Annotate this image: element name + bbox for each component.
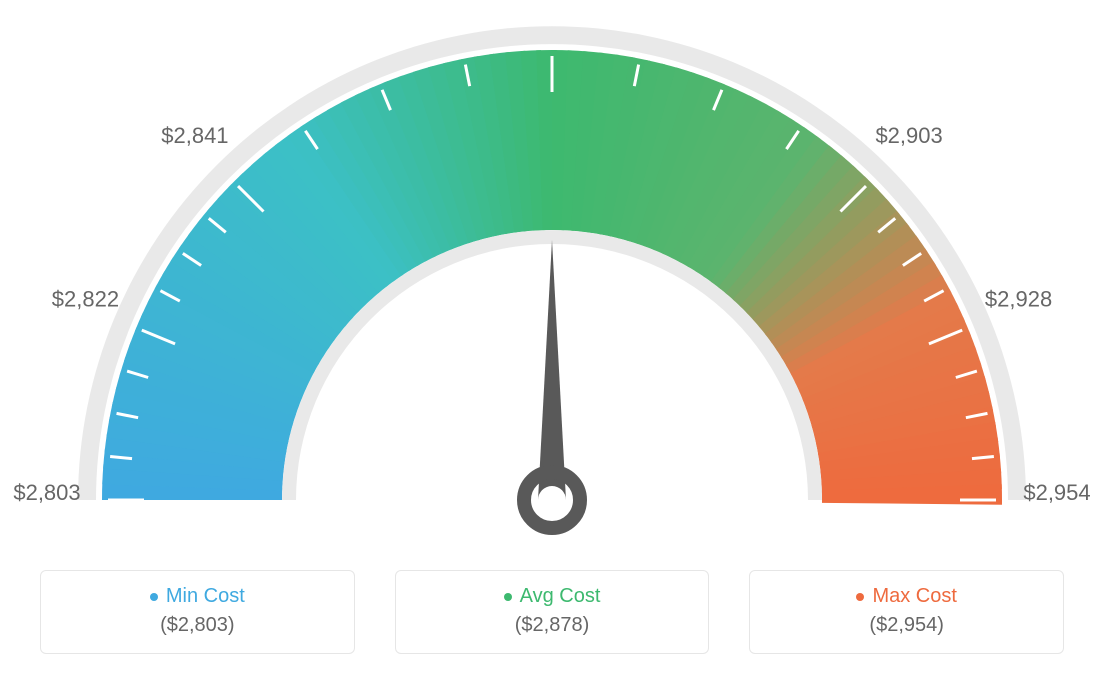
gauge-tick-label: $2,822 bbox=[52, 287, 119, 312]
legend-value: ($2,954) bbox=[760, 614, 1053, 637]
legend-label-text: Avg Cost bbox=[520, 585, 601, 607]
legend-label: Max Cost bbox=[760, 585, 1053, 608]
legend-row: Min Cost ($2,803) Avg Cost ($2,878) Max Cost… bbox=[0, 570, 1104, 654]
legend-card: Min Cost ($2,803) bbox=[40, 570, 355, 654]
legend-value: ($2,878) bbox=[406, 614, 699, 637]
legend-label: Avg Cost bbox=[406, 585, 699, 608]
legend-label-text: Min Cost bbox=[166, 585, 245, 607]
legend-value: ($2,803) bbox=[51, 614, 344, 637]
legend-label-text: Max Cost bbox=[872, 585, 956, 607]
gauge-svg: $2,803$2,822$2,841$2,878$2,903$2,928$2,9… bbox=[0, 0, 1104, 560]
gauge-chart: $2,803$2,822$2,841$2,878$2,903$2,928$2,9… bbox=[0, 0, 1104, 560]
legend-dot bbox=[856, 593, 864, 601]
legend-card: Max Cost ($2,954) bbox=[749, 570, 1064, 654]
gauge-tick-label: $2,841 bbox=[161, 123, 228, 148]
gauge-tick-label: $2,954 bbox=[1023, 480, 1090, 505]
legend-label: Min Cost bbox=[51, 585, 344, 608]
gauge-tick-label: $2,803 bbox=[13, 480, 80, 505]
legend-dot bbox=[150, 593, 158, 601]
legend-card: Avg Cost ($2,878) bbox=[395, 570, 710, 654]
legend-dot bbox=[504, 593, 512, 601]
gauge-tick-label: $2,928 bbox=[985, 287, 1052, 312]
gauge-tick-label: $2,903 bbox=[875, 123, 942, 148]
